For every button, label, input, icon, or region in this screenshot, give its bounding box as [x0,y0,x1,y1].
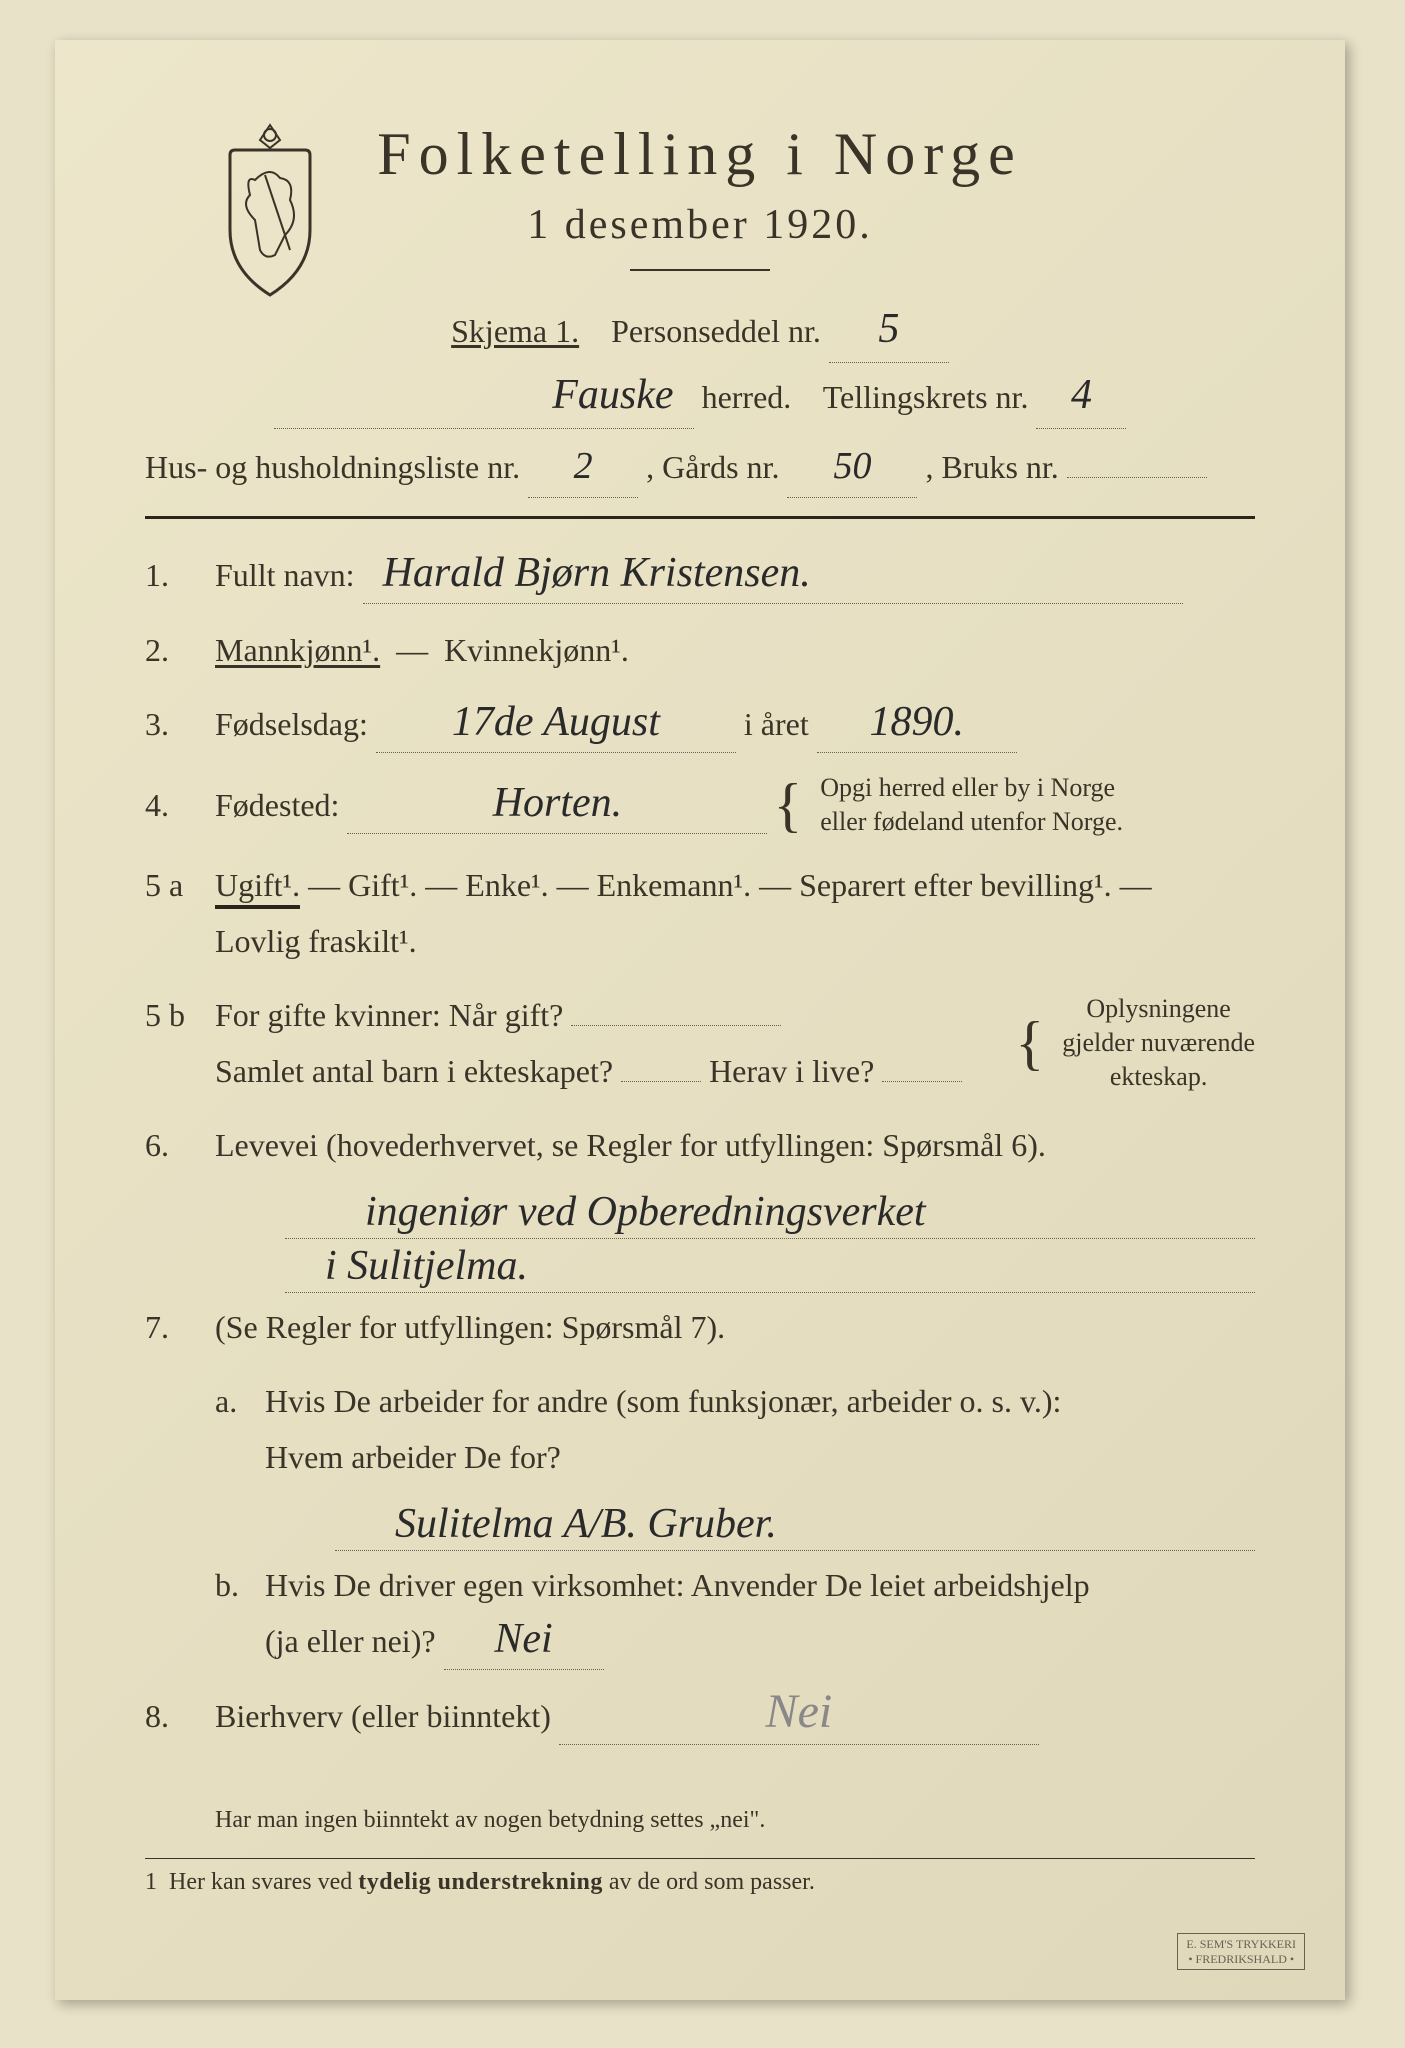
herred-label: herred. [702,379,792,415]
q5b-c: Herav i live? [709,1053,874,1089]
tellingskrets-nr: 4 [1071,372,1092,418]
footnote-num: 1 [145,1869,157,1895]
herred-name: Fauske [552,372,673,418]
q1-fullname: Harald Bjørn Kristensen. [383,550,811,596]
q8-answer: Nei [766,1685,833,1738]
q4-label: Fødested: [215,787,339,823]
question-7a: a. Hvis De arbeider for andre (som funks… [215,1373,1255,1485]
personseddel-nr: 5 [878,306,899,352]
q7-label: (Se Regler for utfyllingen: Spørsmål 7). [215,1309,725,1345]
q6-label: Levevei (hovederhvervet, se Regler for u… [215,1127,1046,1163]
q3-year: 1890. [869,699,964,745]
form-header: Folketelling i Norge 1 desember 1920. [145,120,1255,271]
q7b-answer: Nei [494,1616,552,1662]
q6-num: 6. [145,1127,215,1164]
q2-kvinne: Kvinnekjønn¹. [444,632,629,668]
q5b-note: Oplysningene gjelder nuværende ekteskap. [1062,992,1255,1093]
question-7b: b. Hvis De driver egen virksomhet: Anven… [215,1557,1255,1670]
q4-note: Opgi herred eller by i Norge eller fødel… [820,771,1123,839]
gards-label: , Gårds nr. [646,449,779,485]
printer-line-2: • FREDRIKSHALD • [1188,1952,1294,1966]
question-7: 7. (Se Regler for utfyllingen: Spørsmål … [145,1299,1255,1355]
q6-answer-line-2: i Sulitjelma. [285,1245,1255,1293]
q5b-note-3: ekteskap. [1110,1062,1207,1091]
q4-num: 4. [145,787,215,824]
footer-rule [145,1858,1255,1859]
q4-note-2: eller fødeland utenfor Norge. [820,807,1123,836]
q2-mann: Mannkjønn¹. [215,632,380,668]
q5b-note-2: gjelder nuværende [1062,1028,1255,1057]
brace-icon: { [1015,1019,1044,1067]
q3-day: 17de August [452,699,660,745]
husliste-label: Hus- og husholdningsliste nr. [145,449,520,485]
q6-answer-2: i Sulitjelma. [285,1243,528,1289]
gards-nr: 50 [833,445,871,487]
footnote-text: Her kan svares ved tydelig understreknin… [169,1869,815,1895]
title-underline [630,269,770,271]
q5a-options: — Gift¹. — Enke¹. — Enkemann¹. — Separer… [300,867,1152,903]
q8-label: Bierhverv (eller biinntekt) [215,1698,551,1734]
question-6: 6. Levevei (hovederhvervet, se Regler fo… [145,1117,1255,1173]
q3-label: Fødselsdag: [215,706,368,742]
q6-answer-1: ingeniør ved Opberedningsverket [285,1189,926,1235]
tellingskrets-label: Tellingskrets nr. [823,379,1029,415]
question-8: 8. Bierhverv (eller biinntekt) Nei [145,1688,1255,1745]
q2-num: 2. [145,632,215,669]
q8-num: 8. [145,1698,215,1735]
q7a-answer-line: Sulitelma A/B. Gruber. [335,1503,1255,1551]
coat-of-arms-icon [205,120,335,300]
q5b-a: For gifte kvinner: Når gift? [215,997,563,1033]
q7b-num: b. [215,1567,265,1604]
q1-label: Fullt navn: [215,557,355,593]
q7b-line2: (ja eller nei)? [265,1623,436,1659]
q5a-ugift: Ugift¹. [215,867,300,909]
brace-icon: { [773,781,802,829]
bruks-label: , Bruks nr. [925,449,1058,485]
q3-num: 3. [145,706,215,743]
footnote-1: 1 Her kan svares ved tydelig understrekn… [145,1869,1255,1896]
q7b-line1: Hvis De driver egen virksomhet: Anvender… [265,1567,1090,1603]
question-3: 3. Fødselsdag: 17de August i året 1890. [145,696,1255,753]
q3-mid: i året [744,706,809,742]
q4-note-1: Opgi herred eller by i Norge [820,773,1115,802]
question-5a: 5 a Ugift¹. — Gift¹. — Enke¹. — Enkemann… [145,857,1255,969]
q5b-num: 5 b [145,997,215,1034]
q7a-answer: Sulitelma A/B. Gruber. [335,1501,777,1547]
hus-line: Hus- og husholdningsliste nr. 2 , Gårds … [145,437,1255,499]
q2-sep: — [396,632,428,668]
printer-line-1: E. SEM'S TRYKKERI [1186,1937,1296,1951]
printer-mark: E. SEM'S TRYKKERI • FREDRIKSHALD • [1177,1933,1305,1970]
q7a-num: a. [215,1383,265,1420]
question-5b: 5 b For gifte kvinner: Når gift? Samlet … [145,987,1255,1099]
q7-num: 7. [145,1309,215,1346]
footer-note: Har man ingen biinntekt av nogen betydni… [215,1807,1255,1834]
herred-line: Fauske herred. Tellingskrets nr. 4 [145,367,1255,429]
census-form-paper: Folketelling i Norge 1 desember 1920. Sk… [55,40,1345,2000]
skjema-label-a: Skjema 1. [451,313,579,349]
q4-birthplace: Horten. [493,780,623,826]
question-2: 2. Mannkjønn¹. — Kvinnekjønn¹. [145,622,1255,678]
q5b-b: Samlet antal barn i ekteskapet? [215,1053,613,1089]
question-1: 1. Fullt navn: Harald Bjørn Kristensen. [145,547,1255,604]
personseddel-label: Personseddel nr. [611,313,821,349]
q5a-line2: Lovlig fraskilt¹. [215,923,417,959]
q7a-line2: Hvem arbeider De for? [265,1439,561,1475]
q6-answer-line-1: ingeniør ved Opberedningsverket [285,1191,1255,1239]
q7a-line1: Hvis De arbeider for andre (som funksjon… [265,1383,1061,1419]
main-divider [145,516,1255,519]
q1-num: 1. [145,557,215,594]
q5a-num: 5 a [145,867,215,904]
husliste-nr: 2 [574,445,593,487]
skjema-line: Skjema 1. Personseddel nr. 5 [145,301,1255,363]
q5b-note-1: Oplysningene [1086,994,1230,1023]
question-4: 4. Fødested: Horten. { Opgi herred eller… [145,771,1255,839]
